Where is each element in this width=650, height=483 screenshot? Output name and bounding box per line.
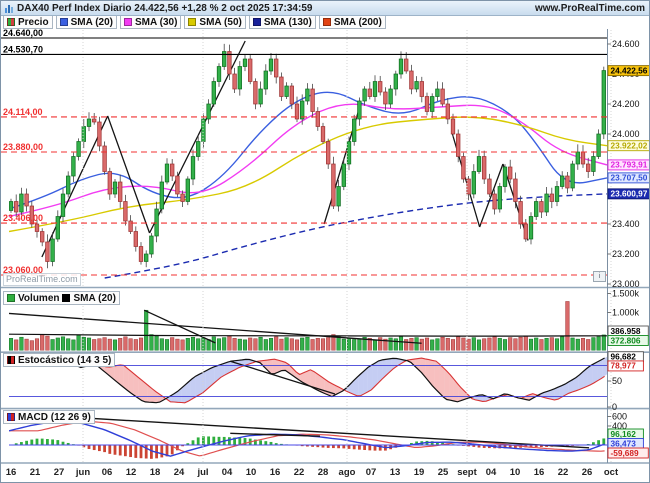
legend-item-sma-30[interactable]: SMA (30) [120, 15, 182, 29]
precio-swatch-icon [7, 18, 15, 26]
svg-text:24: 24 [174, 467, 185, 478]
svg-text:23.600,97: 23.600,97 [611, 189, 648, 199]
svg-text:16: 16 [6, 467, 17, 478]
legend-item-sma-50[interactable]: SMA (50) [184, 15, 246, 29]
sma200-swatch-icon [322, 18, 331, 26]
legend-label: Precio [18, 16, 49, 28]
svg-text:0: 0 [612, 402, 617, 412]
svg-text:96,682: 96,682 [611, 352, 637, 362]
svg-text:24.000: 24.000 [612, 129, 640, 139]
volume-legend-label: Volumen [18, 292, 60, 304]
chart-canvas[interactable]: 24.640,00 24.530,70 24.114,00 23.880,00 23.4… [1, 29, 650, 483]
svg-text:23.793,91: 23.793,91 [611, 160, 648, 170]
svg-text:16: 16 [270, 467, 281, 478]
macd-swatch-icon [7, 413, 15, 421]
svg-text:jun: jun [75, 467, 90, 478]
info-icon[interactable]: i [593, 271, 606, 282]
svg-text:23.400: 23.400 [612, 219, 640, 229]
svg-text:07: 07 [366, 467, 377, 478]
svg-text:78,977: 78,977 [611, 361, 637, 371]
chart-logo-icon [5, 4, 13, 13]
volume-sma-legend-label: SMA (20) [73, 292, 116, 304]
svg-text:jul: jul [196, 467, 208, 478]
svg-text:386.958: 386.958 [611, 326, 641, 336]
svg-text:04: 04 [222, 467, 233, 478]
svg-text:ago: ago [339, 467, 356, 478]
svg-text:1.000k: 1.000k [612, 308, 640, 318]
svg-text:22: 22 [558, 467, 569, 478]
sma130-swatch-icon [252, 18, 261, 26]
svg-text:21: 21 [30, 467, 41, 478]
svg-text:50: 50 [612, 376, 622, 386]
svg-text:27: 27 [54, 467, 65, 478]
legend-label: SMA (200) [333, 16, 382, 28]
svg-text:sept: sept [457, 467, 477, 478]
legend-item-sma-200[interactable]: SMA (200) [318, 15, 386, 29]
legend-item-sma-130[interactable]: SMA (130) [248, 15, 316, 29]
prorealtime-url: www.ProRealTime.com [534, 2, 645, 14]
sma20-swatch-icon [59, 18, 68, 26]
svg-text:23.060,00: 23.060,00 [3, 265, 43, 275]
instrument-title: DAX40 Perf Index Diario 24.422,56 +1,28 … [17, 2, 313, 14]
legend-label: SMA (30) [135, 16, 178, 28]
sma50-swatch-icon [188, 18, 197, 26]
svg-text:96,162: 96,162 [611, 429, 637, 439]
svg-text:24.600: 24.600 [612, 39, 640, 49]
svg-text:23.880,00: 23.880,00 [3, 142, 43, 152]
legend-item-sma-20[interactable]: SMA (20) [55, 15, 117, 29]
svg-text:10: 10 [510, 467, 521, 478]
svg-text:23.000: 23.000 [612, 279, 640, 289]
svg-text:22: 22 [294, 467, 305, 478]
volume-legend[interactable]: Volumen SMA (20) [3, 291, 120, 305]
svg-text:23.922,02: 23.922,02 [611, 140, 648, 150]
legend-item-precio[interactable]: Precio [3, 15, 53, 29]
svg-text:06: 06 [102, 467, 113, 478]
stochastic-swatch-icon [7, 356, 15, 364]
stochastic-legend[interactable]: Estocástico (14 3 5) [3, 353, 116, 367]
svg-text:24.114,00: 24.114,00 [3, 107, 43, 117]
svg-text:28: 28 [318, 467, 329, 478]
svg-text:23.200: 23.200 [612, 249, 640, 259]
sma30-swatch-icon [124, 18, 132, 26]
svg-text:372.806: 372.806 [611, 335, 641, 345]
svg-text:oct: oct [604, 467, 619, 478]
macd-legend-label: MACD (12 26 9) [18, 411, 91, 423]
svg-text:24.640,00: 24.640,00 [3, 29, 43, 38]
volume-sma-swatch-icon [62, 294, 71, 302]
svg-text:36,473: 36,473 [611, 438, 637, 448]
svg-text:04: 04 [486, 467, 497, 478]
svg-text:26: 26 [582, 467, 593, 478]
prorealtime-watermark: ProRealTime.com [3, 273, 81, 286]
titlebar: DAX40 Perf Index Diario 24.422,56 +1,28 … [1, 1, 649, 16]
svg-text:19: 19 [414, 467, 425, 478]
svg-text:13: 13 [390, 467, 401, 478]
svg-text:24.422,56: 24.422,56 [611, 65, 648, 75]
svg-text:-59,689: -59,689 [611, 448, 640, 458]
svg-text:10: 10 [246, 467, 257, 478]
svg-text:400: 400 [612, 421, 627, 431]
svg-text:23.406,00: 23.406,00 [3, 213, 43, 223]
price-legend-bar: Precio SMA (20) SMA (30) SMA (50) SMA (1… [1, 15, 649, 29]
svg-text:18: 18 [150, 467, 161, 478]
stochastic-legend-label: Estocástico (14 3 5) [18, 354, 112, 366]
macd-legend[interactable]: MACD (12 26 9) [3, 410, 95, 424]
svg-text:16: 16 [534, 467, 545, 478]
volume-swatch-icon [7, 294, 15, 302]
svg-text:25: 25 [438, 467, 449, 478]
legend-label: SMA (50) [199, 16, 242, 28]
svg-text:23.707,50: 23.707,50 [611, 173, 648, 183]
svg-text:12: 12 [126, 467, 137, 478]
legend-label: SMA (130) [263, 16, 312, 28]
legend-label: SMA (20) [70, 16, 113, 28]
svg-text:600: 600 [612, 412, 627, 422]
svg-text:1.500k: 1.500k [612, 289, 640, 299]
svg-text:24.200: 24.200 [612, 99, 640, 109]
svg-text:24.530,70: 24.530,70 [3, 44, 43, 54]
